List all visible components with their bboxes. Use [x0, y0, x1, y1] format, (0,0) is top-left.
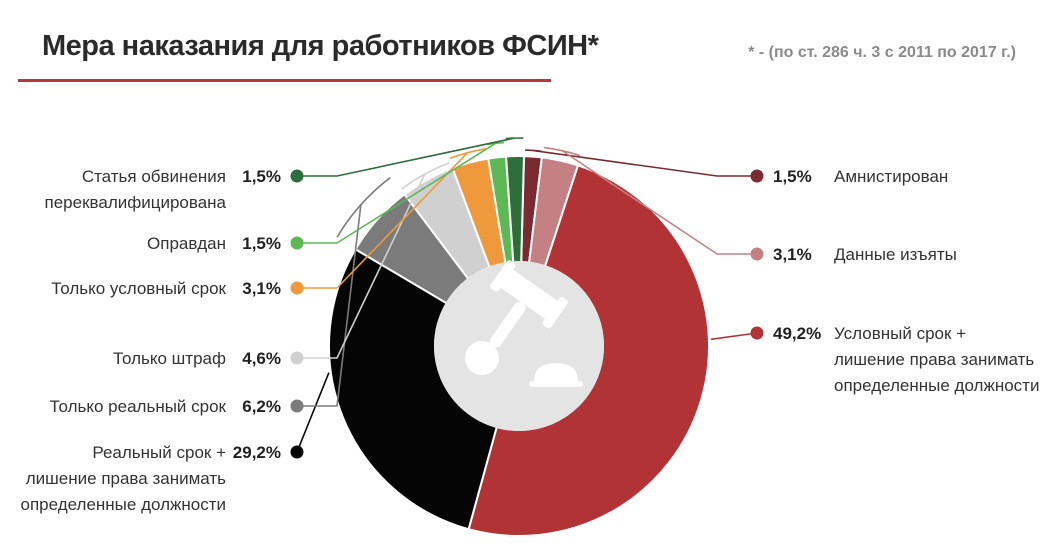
footnote: * - (по ст. 286 ч. 3 с 2011 по 2017 г.) — [748, 44, 1016, 61]
leader-line-8 — [297, 137, 515, 177]
category-label-8-0: Статья обвинения — [82, 167, 226, 186]
legend-dot-6 — [290, 281, 304, 295]
chart-title: Мера наказания для работников ФСИН* — [42, 30, 599, 62]
legend-dot-7 — [290, 236, 304, 250]
category-label-3-2: определенные должности — [21, 495, 226, 514]
category-label-7-0: Оправдан — [147, 234, 226, 253]
category-label-2-2: определенные должности — [834, 376, 1039, 395]
gavel-icon — [465, 260, 583, 387]
data-label-7: 1,5% — [242, 234, 281, 253]
category-label-6-0: Только условный срок — [51, 279, 226, 298]
labels-layer: 1,5% Амнистирован 3,1% Данные изъяты 49,2% Ус… — [21, 167, 1040, 514]
leaders-layer — [296, 137, 758, 453]
data-label-0: 1,5% — [773, 167, 812, 186]
leader-line-1 — [561, 150, 757, 255]
data-label-5: 4,6% — [242, 349, 281, 368]
legend-dot-8 — [290, 169, 304, 183]
category-label-5-0: Только штраф — [113, 349, 226, 368]
legend-dot-0 — [750, 169, 764, 183]
leader-line-2 — [710, 332, 758, 341]
leader-arc-1 — [543, 146, 581, 157]
category-label-0-0: Амнистирован — [834, 167, 948, 186]
data-label-2: 49,2% — [773, 324, 821, 343]
data-label-1: 3,1% — [773, 245, 812, 264]
category-label-1-0: Данные изъяты — [834, 245, 957, 264]
category-label-2-1: лишение права занимать — [834, 350, 1034, 369]
data-label-6: 3,1% — [242, 279, 281, 298]
leader-line-0 — [533, 149, 757, 177]
legend-dot-1 — [750, 247, 764, 261]
legend-dot-2 — [750, 326, 764, 340]
category-label-3-1: лишение права занимать — [26, 469, 226, 488]
leader-line-3 — [296, 372, 330, 453]
leader-line-6 — [297, 152, 469, 289]
category-label-4-0: Только реальный срок — [49, 397, 226, 416]
leader-line-7 — [297, 142, 496, 244]
legend-dot-4 — [290, 399, 304, 413]
title-underline — [18, 79, 551, 82]
data-label-8: 1,5% — [242, 167, 281, 186]
leader-line-5 — [297, 173, 426, 359]
category-label-8-1: переквалифицирована — [45, 193, 227, 212]
category-label-3-0: Реальный срок + — [92, 443, 226, 462]
legend-dot-3 — [290, 445, 304, 459]
category-label-2-0: Условный срок + — [834, 324, 966, 343]
data-label-4: 6,2% — [242, 397, 281, 416]
data-label-3: 29,2% — [233, 443, 281, 462]
legend-dot-5 — [290, 351, 304, 365]
